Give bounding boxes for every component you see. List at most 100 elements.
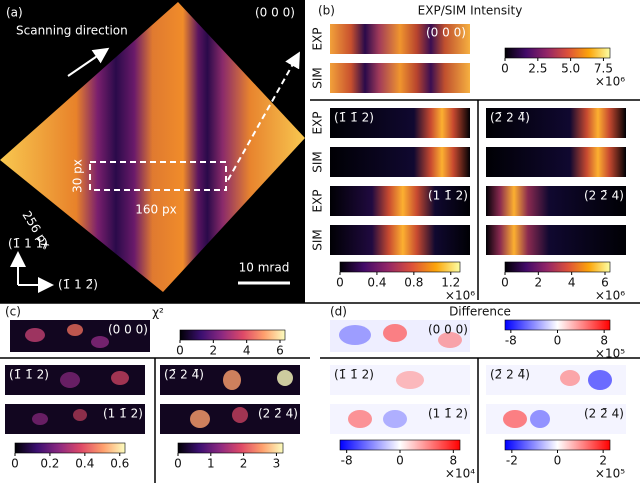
reflection-label: (1 1̄ 2) [428,407,468,421]
chi-image [5,404,145,434]
colorbar-tick-label: 2 [210,344,218,358]
diff-image [330,365,470,395]
reflection-label: (2 2̄ 4) [584,407,624,421]
colorbar-exponent: ×10⁶ [595,289,625,303]
reflection-label: (1 1̄ 2) [103,407,143,421]
panel-label: (b) [318,4,335,18]
colorbar [14,442,126,454]
panel-label: (a) [6,6,23,20]
colorbar [504,261,611,273]
roi-box [89,161,227,191]
diff-image [486,404,626,434]
row-label: EXP [311,111,325,134]
colorbar-tick-label: 0 [554,454,562,468]
colorbar [179,329,286,341]
colorbar-tick-label: 0 [554,334,562,348]
box-width-label: 160 px [135,203,176,217]
colorbar-tick-label: 0 [11,457,19,471]
reflection-label: (1 1̄ 2) [428,189,468,203]
sim-image [486,147,626,177]
axis-right-label: (1̄ 1 2̄) [58,278,98,292]
colorbar-exponent: ×10⁵ [595,467,625,481]
reflection-label: (1̄ 1̄ 2) [334,111,374,125]
row-label: EXP [311,189,325,212]
colorbar [177,442,284,454]
roi-arrow [227,51,300,181]
panel-title: χ² [152,306,164,320]
colorbar-tick-label: 7.5 [594,62,613,76]
reflection-label: (2̄ 2 4̄) [490,368,530,382]
reflection-label: (1̄ 1̄ 2) [334,368,374,382]
reflection-label: (0 0 0) [255,6,295,20]
colorbar-tick-label: 0.4 [75,457,94,471]
colorbar-tick-label: 1.2 [441,276,460,290]
colorbar-tick-label: 0 [396,454,404,468]
sim-image [330,63,470,93]
axis-up-label: (1̄ 1 1) [8,237,48,251]
colorbar-tick-label: 4 [568,276,576,290]
chi-image [160,404,300,434]
row-label: SIM [311,151,325,173]
row-label: SIM [311,67,325,89]
row-label: SIM [311,229,325,251]
reflection-label: (2 2̄ 4) [258,407,298,421]
reflection-label: (2̄ 2 4̄) [164,368,204,382]
colorbar-tick-label: 0.8 [404,276,423,290]
colorbar-tick-label: 0.2 [40,457,59,471]
chi-image [160,365,300,395]
colorbar-exponent: ×10⁵ [595,347,625,361]
colorbar [504,439,611,451]
colorbar-tick-label: 0.4 [367,276,386,290]
diff-image [486,365,626,395]
scan-label: Scanning direction [16,24,128,38]
colorbar-tick-label: 0 [336,276,344,290]
diffraction-pattern [0,2,305,292]
colorbar-tick-label: 3 [273,457,281,471]
colorbar-tick-label: 2.5 [528,62,547,76]
sim-image [330,225,470,255]
sim-image [330,147,470,177]
row-label: EXP [311,27,325,50]
scan-arrow [67,47,110,77]
exp-image [330,108,470,138]
exp-image [330,24,470,54]
colorbar-tick-label: 0 [176,344,184,358]
colorbar [339,439,461,451]
panel-label: (c) [5,305,21,319]
colorbar-tick-label: 6 [276,344,284,358]
colorbar [504,47,611,59]
colorbar [504,319,611,331]
colorbar-tick-label: 4 [243,344,251,358]
colorbar-tick-label: 0 [174,457,182,471]
reflection-label: (0 0 0) [108,323,148,337]
colorbar-tick-label: 8 [600,334,608,348]
colorbar-tick-label: 1 [207,457,215,471]
colorbar-tick-label: 2 [240,457,248,471]
diff-image [330,320,470,352]
chi-image [10,320,150,352]
colorbar-tick-label: 5.0 [561,62,580,76]
colorbar-tick-label: -8 [341,454,353,468]
colorbar-tick-label: 0 [501,62,509,76]
colorbar-tick-label: 2 [535,276,543,290]
colorbar-tick-label: 0.6 [110,457,129,471]
exp-image [330,186,470,216]
colorbar-tick-label: -8 [505,334,517,348]
colorbar-exponent: ×10⁶ [445,289,475,303]
panel-title: Difference [449,305,511,319]
reflection-label: (2̄ 2 4̄) [490,111,530,125]
box-height-label: 30 px [71,159,85,193]
exp-image [486,108,626,138]
sim-image [486,225,626,255]
colorbar-exponent: ×10⁴ [445,467,475,481]
colorbar-tick-label: -2 [506,454,518,468]
colorbar-tick-label: 8 [450,454,458,468]
exp-image [486,186,626,216]
colorbar-exponent: ×10⁶ [595,75,625,89]
colorbar-tick-label: 0 [501,276,509,290]
chi-image [5,365,145,395]
panel-label: (d) [330,305,347,319]
colorbar-tick-label: 2 [599,454,607,468]
